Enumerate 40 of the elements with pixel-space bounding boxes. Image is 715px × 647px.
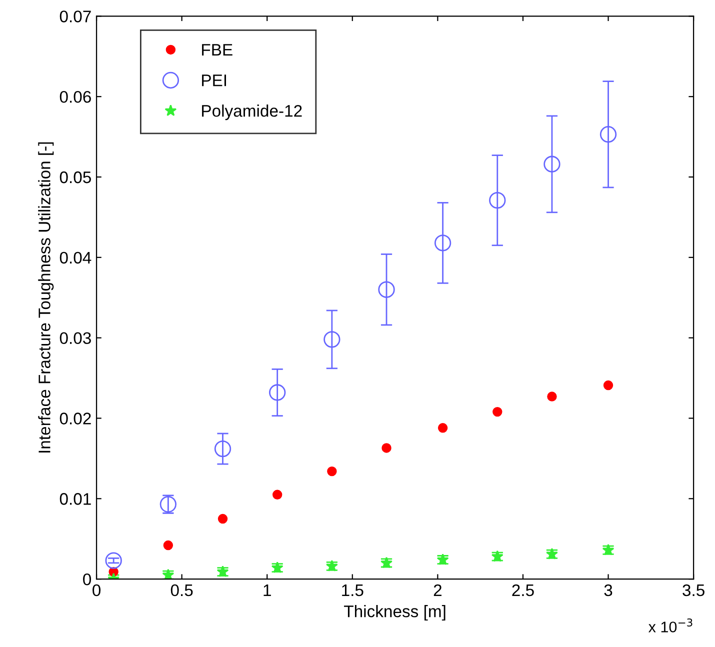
legend-label: FBE: [202, 44, 232, 56]
point: [603, 380, 614, 390]
point: [547, 392, 557, 402]
y-tick-label: 0.06: [60, 90, 91, 103]
y-axis-title: Interface Fracture Toughness Utilization [-]: [38, 142, 54, 452]
point: [600, 126, 617, 143]
y-tick-label: 0.03: [60, 332, 91, 344]
point: [434, 234, 452, 252]
x-tick-label: 1: [264, 584, 271, 596]
x-tick-label: 2.5: [512, 584, 534, 596]
point: [218, 514, 228, 524]
y-tick-label: 0.01: [60, 493, 91, 505]
y-tick-label: 0.04: [60, 252, 92, 264]
legend-label: PEI: [202, 74, 226, 86]
legend-label: Polyamide-12: [202, 104, 302, 120]
x-tick-label: 1.5: [342, 584, 364, 596]
text: x 10$^{−3}$: [648, 618, 692, 632]
point: [163, 540, 174, 550]
point: [214, 440, 232, 458]
y-tick-label: 0.02: [60, 412, 91, 424]
y-tick-label: 0: [83, 573, 92, 586]
point: [544, 156, 560, 172]
x-tick-label: 3: [604, 584, 612, 596]
x-tick-label: 3.5: [682, 584, 704, 596]
point: [269, 384, 286, 401]
x-tick-label: 0.5: [170, 584, 193, 596]
point: [492, 406, 502, 417]
x-tick-label: 0: [92, 584, 101, 596]
point: [324, 331, 340, 348]
point: [489, 192, 506, 209]
x-axis-title: Thickness [m]: [344, 605, 446, 621]
point: [105, 552, 122, 569]
point: [438, 423, 448, 433]
y-tick-label: 0.07: [60, 10, 91, 22]
x-tick-label: 2: [434, 584, 442, 596]
point: [382, 443, 392, 453]
point: [327, 466, 337, 476]
point: [272, 490, 282, 500]
y-tick-label: 0.05: [60, 171, 91, 184]
point: [378, 281, 395, 298]
